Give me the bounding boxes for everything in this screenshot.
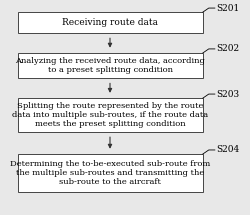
Text: Receiving route data: Receiving route data: [62, 18, 158, 27]
Text: S203: S203: [216, 90, 240, 98]
Text: sub-route to the aircraft: sub-route to the aircraft: [59, 178, 161, 186]
Text: data into multiple sub-routes, if the route data: data into multiple sub-routes, if the ro…: [12, 111, 208, 119]
Text: Analyzing the received route data, according: Analyzing the received route data, accor…: [15, 57, 205, 65]
Text: Determining the to-be-executed sub-route from: Determining the to-be-executed sub-route…: [10, 160, 210, 168]
FancyBboxPatch shape: [18, 98, 202, 132]
FancyArrowPatch shape: [108, 38, 112, 47]
Text: the multiple sub-routes and transmitting the: the multiple sub-routes and transmitting…: [16, 169, 204, 177]
FancyArrowPatch shape: [108, 83, 112, 92]
FancyBboxPatch shape: [18, 154, 202, 192]
FancyBboxPatch shape: [18, 53, 202, 78]
Text: to a preset splitting condition: to a preset splitting condition: [48, 66, 172, 74]
Text: S204: S204: [216, 146, 240, 154]
FancyArrowPatch shape: [108, 137, 112, 148]
Text: Splitting the route represented by the route: Splitting the route represented by the r…: [17, 102, 203, 110]
FancyBboxPatch shape: [18, 12, 202, 33]
Text: S201: S201: [216, 4, 240, 12]
Text: S202: S202: [216, 45, 240, 53]
Text: meets the preset splitting condition: meets the preset splitting condition: [35, 120, 185, 128]
